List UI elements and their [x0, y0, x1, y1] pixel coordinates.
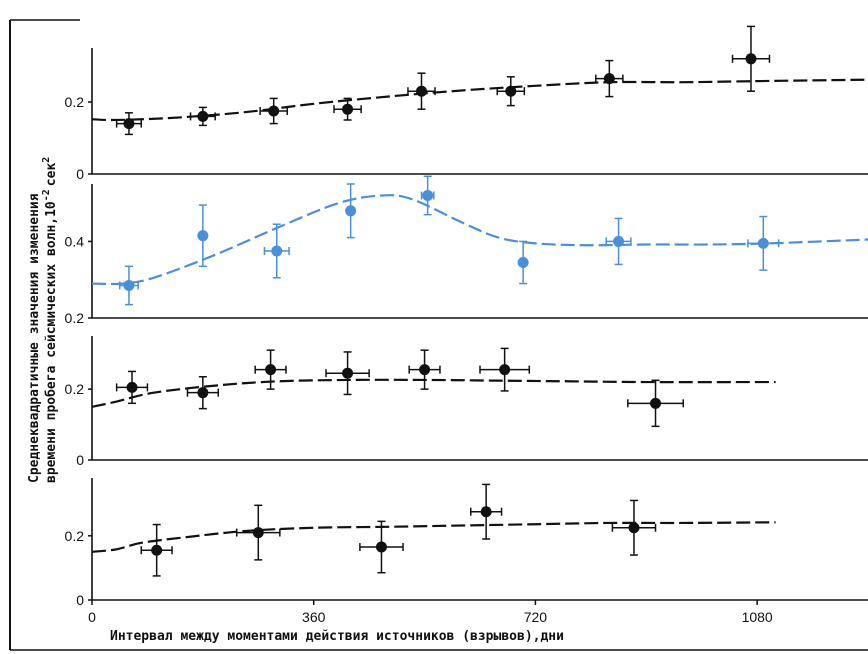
data-marker	[123, 118, 135, 130]
panel-2-ytick-label: 0.2	[65, 310, 85, 326]
panel-3-data-point	[408, 349, 441, 390]
panel-1-data-point	[496, 76, 526, 107]
panel-2-ytick-label: 0.4	[65, 233, 85, 249]
panel-2-fit-curve	[91, 194, 868, 286]
panel-2-data-point	[197, 204, 209, 268]
data-marker	[123, 279, 135, 291]
panel-3-ytick-label: 0	[76, 452, 84, 468]
y-axis-title-line1: Среднеквадратичные значения изменения	[27, 193, 42, 483]
y-axis-title-line2-text: времени пробега сейсмических волн,10	[44, 201, 59, 483]
x-tick-label: 0	[88, 609, 96, 625]
panel-4: 00.2	[65, 478, 868, 608]
data-marker	[268, 105, 280, 117]
data-marker	[757, 237, 769, 249]
data-marker	[197, 110, 209, 122]
data-marker	[375, 541, 387, 553]
panel-3-data-point	[115, 370, 149, 405]
x-tick-label: 1080	[742, 609, 773, 625]
data-marker	[342, 103, 354, 115]
panel-4-data-point	[470, 483, 503, 540]
data-marker	[517, 256, 529, 268]
data-marker	[126, 381, 138, 393]
panel-3: 00.2	[65, 336, 868, 468]
panel-3-data-point	[254, 349, 287, 390]
panel-4-data-point	[359, 520, 404, 574]
panel-4-fit-curve	[91, 521, 776, 553]
panel-4-ytick-label: 0	[76, 592, 84, 608]
y-axis-title-line2: времени пробега сейсмических волн,10-2 се…	[41, 157, 59, 483]
data-marker	[745, 53, 757, 65]
x-tick-label: 360	[302, 609, 326, 625]
data-marker	[265, 364, 277, 376]
y-axis-title-unit-exp: 2	[41, 157, 52, 163]
panel-4-data-point	[140, 523, 173, 577]
panel-2: 0.2 0.4	[65, 175, 868, 326]
data-marker	[345, 205, 357, 217]
data-marker	[252, 527, 264, 539]
panel-1-data-point	[407, 72, 436, 110]
panel-1-data-point	[731, 25, 771, 92]
data-marker	[613, 235, 625, 247]
x-tick-label: 720	[524, 609, 548, 625]
panel-1-data-point	[333, 97, 362, 121]
panel-4-ytick-label: 0.2	[65, 528, 85, 544]
data-marker	[603, 73, 615, 85]
data-marker	[342, 367, 354, 379]
x-axis-title: Интервал между моментами действия источн…	[110, 629, 564, 644]
panel-2-data-point	[420, 175, 435, 216]
panel-2-data-point	[747, 215, 780, 271]
y-axis-title: Среднеквадратичные значения изменения вр…	[27, 157, 59, 483]
data-marker	[650, 397, 662, 409]
panel-3-fit-curve	[91, 378, 776, 408]
panel-2-data-point	[118, 265, 139, 306]
panel-3-data-point	[479, 347, 531, 392]
y-axis-title-unit: сек	[44, 163, 59, 187]
panel-2-data-point	[345, 183, 357, 239]
panel-2-data-point	[263, 223, 290, 279]
data-marker	[505, 85, 517, 97]
data-marker	[628, 522, 640, 534]
panel-1-ytick-label: 0.2	[65, 94, 85, 110]
data-marker	[422, 189, 434, 201]
x-ticks-group: 0 360 720 1080	[88, 600, 773, 625]
panel-1-data-point	[595, 59, 624, 98]
panel-3-data-point	[325, 351, 370, 396]
panel-3-ytick-label: 0.2	[65, 381, 85, 397]
panel-2-data-point	[605, 217, 632, 266]
y-axis-title-exp: -2	[41, 189, 52, 201]
panel-4-data-point	[235, 504, 281, 561]
panel-1-ytick-label: 0	[76, 166, 84, 182]
panel-1-fit-curve	[91, 78, 868, 122]
data-marker	[419, 364, 431, 376]
data-marker	[197, 230, 209, 242]
data-marker	[197, 387, 209, 399]
panel-3-data-point	[627, 379, 684, 428]
panel-1-data-point	[189, 106, 216, 127]
panel-4-data-point	[611, 499, 657, 556]
data-marker	[499, 364, 511, 376]
panel-3-data-point	[186, 375, 220, 410]
panels-group: 00.20.20.400.200.2	[65, 25, 868, 608]
panel-2-data-point	[517, 240, 529, 285]
panel-1: 00.2	[65, 25, 868, 182]
data-marker	[415, 85, 427, 97]
data-marker	[271, 245, 283, 257]
panel-1-data-point	[259, 97, 288, 125]
data-marker	[480, 506, 492, 518]
panel-1-data-point	[115, 112, 143, 136]
data-marker	[151, 544, 163, 556]
